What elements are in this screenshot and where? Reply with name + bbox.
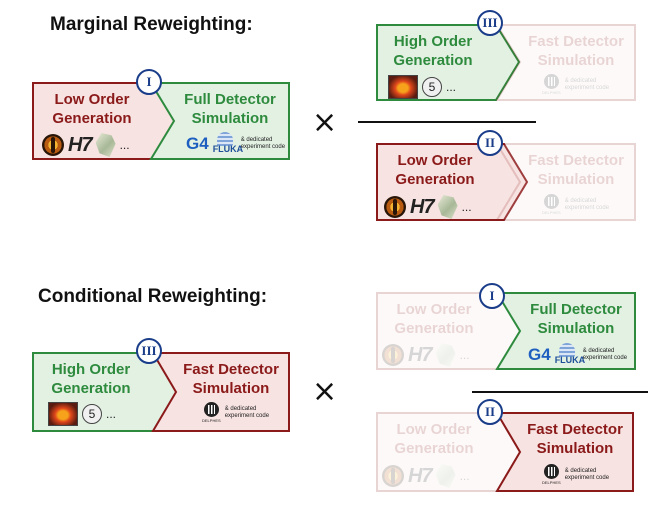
dedicated-code-note: & dedicated experiment code xyxy=(582,348,628,361)
marginal-den-det-icons: DELPHES & dedicated experiment code xyxy=(542,194,609,215)
mg5-logo-icon xyxy=(388,75,418,99)
more-generators-ellipsis: ... xyxy=(106,407,117,421)
delphes-logo-text: DELPHES xyxy=(542,210,561,215)
sherpa-logo-icon xyxy=(437,195,458,219)
sherpa-logo-icon xyxy=(435,464,456,488)
sherpa-logo-icon xyxy=(435,343,456,367)
conditional-num-det-label: Full Detector Simulation xyxy=(530,301,622,337)
more-generators-ellipsis: ... xyxy=(459,469,470,483)
delphes-logo-icon: DELPHES xyxy=(542,464,561,485)
conditional-left-badge: III xyxy=(136,338,162,364)
marginal-times-symbol: × xyxy=(312,105,338,140)
marginal-den-gen-label: Low Order Generation xyxy=(395,152,475,188)
conditional-left-det-icons: DELPHES & dedicated experiment code xyxy=(202,402,269,423)
marginal-left-det-icons: G4 FLUKA & dedicated experiment code xyxy=(186,132,285,156)
geant4-logo-icon: G4 xyxy=(528,345,551,364)
marginal-num-det-icons: DELPHES & dedicated experiment code xyxy=(542,74,609,95)
marginal-left-det-box: Full Detector Simulation G4 FLUKA & dedi… xyxy=(149,82,290,160)
marginal-den-det-label: Fast Detector Simulation xyxy=(528,152,624,188)
dedicated-code-note: & dedicated experiment code xyxy=(240,137,286,150)
herwig-h7-text: H7 xyxy=(410,195,435,218)
conditional-num-gen-icons: H7 ... xyxy=(382,343,470,367)
more-generators-ellipsis: ... xyxy=(461,200,472,214)
marginal-title: Marginal Reweighting: xyxy=(50,14,253,35)
marginal-num-badge: III xyxy=(477,10,503,36)
dedicated-code-note: & dedicated experiment code xyxy=(564,197,610,211)
conditional-den-badge: II xyxy=(477,399,503,425)
delphes-logo-icon: DELPHES xyxy=(542,74,561,95)
fluka-logo-text: FLUKA xyxy=(554,355,586,365)
marginal-den-gen-box: Low Order Generation H7 ... xyxy=(376,143,529,221)
marginal-num-gen-label: High Order Generation xyxy=(393,33,473,69)
marginal-left-gen-box: Low Order Generation H7 ... xyxy=(32,82,181,160)
more-generators-ellipsis: ... xyxy=(119,138,130,152)
delphes-logo-text: DELPHES xyxy=(542,90,561,95)
marginal-den-badge: II xyxy=(477,130,503,156)
conditional-left-det-label: Fast Detector Simulation xyxy=(183,361,279,397)
conditional-den-gen-label: Low Order Generation xyxy=(394,421,474,457)
fluka-logo-icon: FLUKA xyxy=(213,132,243,156)
herwig-logo-icon xyxy=(384,196,406,218)
conditional-num-det-icons: G4 FLUKA & dedicated experiment code xyxy=(528,343,627,367)
herwig-h7-text: H7 xyxy=(68,133,93,156)
fluka-logo-icon: FLUKA xyxy=(555,343,585,367)
delphes-logo-text: DELPHES xyxy=(202,418,221,423)
conditional-left-gen-box: High Order Generation 5 ... xyxy=(32,352,183,432)
more-generators-ellipsis: ... xyxy=(446,80,457,94)
conditional-left-gen-icons: 5 ... xyxy=(48,402,116,426)
marginal-left-gen-label: Low Order Generation xyxy=(52,91,132,127)
marginal-num-gen-icons: 5 ... xyxy=(388,75,456,99)
delphes-logo-icon: DELPHES xyxy=(542,194,561,215)
marginal-den-gen-icons: H7 ... xyxy=(384,195,472,219)
marginal-num-det-box: Fast Detector Simulation DELPHES & dedic… xyxy=(495,24,636,101)
dedicated-code-note: & dedicated experiment code xyxy=(564,77,610,91)
powheg-five-icon: 5 xyxy=(82,404,102,424)
herwig-h7-text: H7 xyxy=(408,464,433,487)
herwig-logo-icon xyxy=(382,344,404,366)
conditional-den-det-label: Fast Detector Simulation xyxy=(527,421,623,457)
conditional-den-det-icons: DELPHES & dedicated experiment code xyxy=(542,464,609,485)
delphes-logo-text: DELPHES xyxy=(542,480,561,485)
conditional-times-symbol: × xyxy=(312,374,338,409)
marginal-den-det-box: Fast Detector Simulation DELPHES & dedic… xyxy=(495,143,636,221)
marginal-num-det-label: Fast Detector Simulation xyxy=(528,33,624,69)
herwig-logo-icon xyxy=(42,134,64,156)
geant4-logo-icon: G4 xyxy=(186,134,209,153)
herwig-h7-text: H7 xyxy=(408,343,433,366)
marginal-left-badge: I xyxy=(136,69,162,95)
conditional-den-gen-icons: H7 ... xyxy=(382,464,470,488)
conditional-num-det-box: Full Detector Simulation G4 FLUKA & dedi… xyxy=(495,292,636,370)
marginal-left-det-label: Full Detector Simulation xyxy=(184,91,276,127)
more-generators-ellipsis: ... xyxy=(459,348,470,362)
powheg-five-icon: 5 xyxy=(422,77,442,97)
conditional-den-det-box: Fast Detector Simulation DELPHES & dedic… xyxy=(495,412,634,492)
conditional-left-gen-label: High Order Generation xyxy=(51,361,131,397)
mg5-logo-icon xyxy=(48,402,78,426)
conditional-left-det-box: Fast Detector Simulation DELPHES & dedic… xyxy=(151,352,290,432)
conditional-num-gen-box: Low Order Generation H7 ... xyxy=(376,292,527,370)
dedicated-code-note: & dedicated experiment code xyxy=(224,405,270,419)
conditional-num-badge: I xyxy=(479,283,505,309)
dedicated-code-note: & dedicated experiment code xyxy=(564,467,610,481)
sherpa-logo-icon xyxy=(95,133,116,157)
conditional-den-gen-box: Low Order Generation H7 ... xyxy=(376,412,527,492)
delphes-logo-icon: DELPHES xyxy=(202,402,221,423)
herwig-logo-icon xyxy=(382,465,404,487)
conditional-title: Conditional Reweighting: xyxy=(38,286,268,307)
marginal-fraction-line xyxy=(358,121,536,123)
conditional-fraction-line xyxy=(472,391,648,393)
conditional-num-gen-label: Low Order Generation xyxy=(394,301,474,337)
marginal-left-gen-icons: H7 ... xyxy=(42,133,130,157)
marginal-num-gen-box: High Order Generation 5 ... xyxy=(376,24,521,101)
fluka-logo-text: FLUKA xyxy=(212,144,244,154)
